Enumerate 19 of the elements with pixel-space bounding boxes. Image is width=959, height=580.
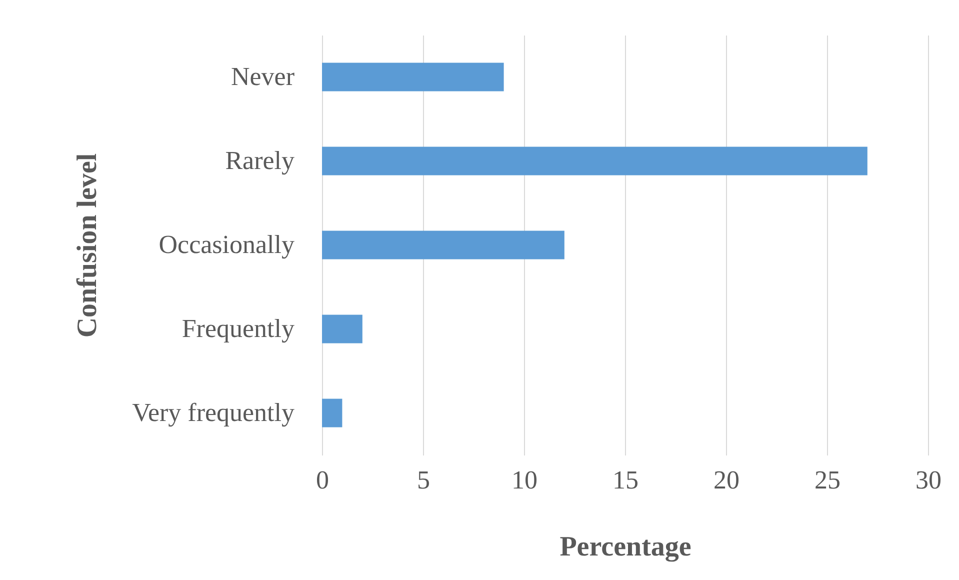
x-axis-title: Percentage (560, 532, 692, 562)
y-axis-title: Confusion level (72, 153, 104, 338)
x-tick-label: 15 (612, 466, 638, 494)
x-tick-label: 0 (316, 466, 329, 494)
x-tick-label: 25 (814, 466, 840, 494)
x-tick-label: 5 (417, 466, 430, 494)
bar (322, 398, 342, 428)
x-tick-label: 30 (916, 466, 942, 494)
y-tick-label: Occasionally (158, 230, 294, 259)
y-tick-label: Very frequently (132, 398, 294, 427)
x-tick-label: 20 (714, 466, 740, 494)
x-tick-label: 10 (512, 466, 538, 494)
bar (322, 62, 504, 92)
bar (322, 314, 362, 344)
y-tick-label: Never (230, 62, 295, 91)
y-tick-label: Frequently (182, 314, 294, 343)
bar (322, 146, 868, 176)
bar (322, 230, 564, 260)
y-tick-label: Rarely (225, 146, 294, 175)
